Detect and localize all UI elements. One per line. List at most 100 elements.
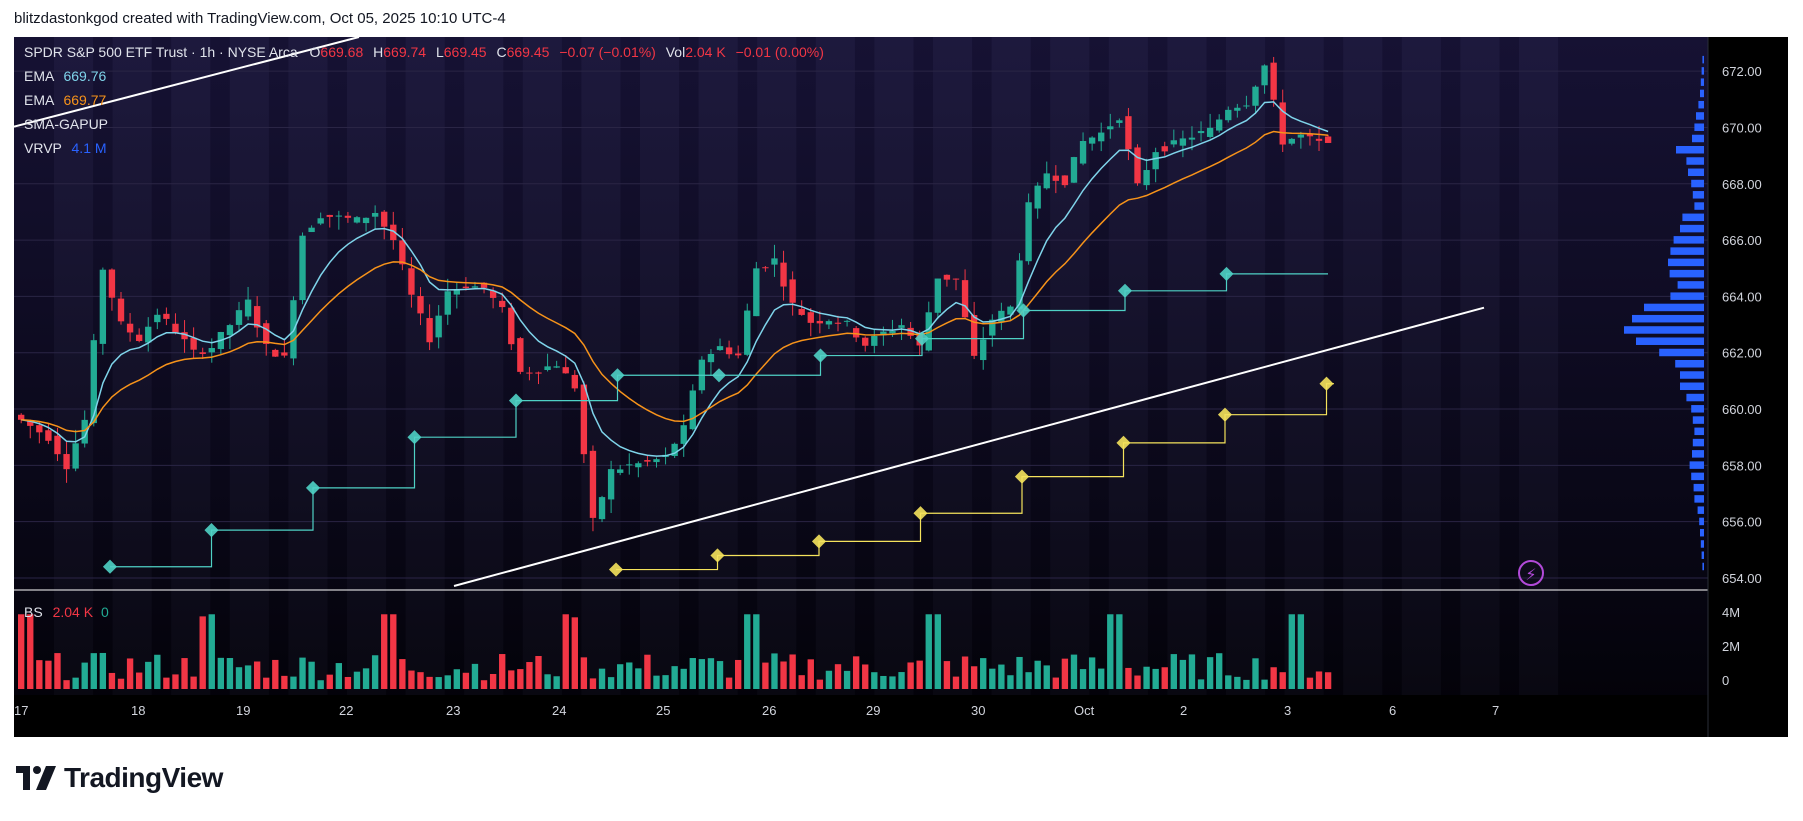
vrvp-bar: [1701, 551, 1704, 559]
candle-body: [1079, 140, 1087, 164]
time-tick-label: 23: [446, 703, 460, 718]
volume-bar: [1152, 668, 1159, 689]
candle-body: [471, 286, 479, 288]
legend-row-bs[interactable]: BS 2.04 K 0: [24, 604, 109, 620]
volume-bar: [181, 658, 188, 689]
vrvp-profile: [1624, 55, 1704, 571]
volume-bar: [744, 614, 751, 689]
candle-body: [108, 269, 116, 298]
vrvp-bar: [1700, 78, 1704, 86]
candle-body: [598, 497, 606, 520]
legend-bs-value1: 2.04 K: [52, 604, 94, 620]
volume-bar: [580, 657, 588, 689]
volume-bar: [163, 677, 170, 689]
volume-bar: [54, 653, 61, 689]
vrvp-bar: [1677, 281, 1704, 289]
vrvp-bar: [1692, 134, 1704, 143]
volume-bar: [190, 676, 197, 689]
volume-bar: [1216, 653, 1223, 689]
volume-bar: [535, 656, 542, 689]
candle-body: [961, 280, 969, 318]
candle-body: [353, 217, 361, 223]
volume-bar: [689, 658, 696, 689]
candle-body: [580, 384, 588, 455]
volume-bar: [780, 661, 787, 689]
price-tick-label: 658.00: [1722, 458, 1762, 473]
volume-bar: [880, 675, 887, 689]
chart-attribution: blitzdastonkgod created with TradingView…: [14, 10, 506, 27]
candle-body: [335, 215, 343, 217]
volume-bar: [226, 658, 234, 689]
volume-bar: [263, 677, 270, 689]
candle-body: [734, 353, 742, 356]
legend-row-ema1[interactable]: EMA 669.76: [24, 68, 106, 84]
vrvp-bar: [1670, 247, 1704, 255]
volume-bar: [1315, 671, 1323, 689]
candle-body: [707, 353, 715, 363]
lightning-icon[interactable]: ⚡: [1518, 560, 1544, 586]
vrvp-bar: [1700, 540, 1704, 548]
vrvp-bar: [1692, 450, 1704, 458]
volume-bar: [36, 660, 43, 689]
trendline-lower: [453, 306, 1485, 587]
candle-body: [1252, 86, 1259, 106]
vrvp-bar: [1692, 438, 1704, 447]
volume-bar: [980, 658, 987, 689]
candle-body: [871, 335, 878, 346]
volume-bar: [1261, 679, 1268, 689]
vrvp-bar: [1694, 202, 1704, 210]
volume-bar: [471, 663, 479, 689]
price-tick-label: 662.00: [1722, 346, 1762, 361]
legend-row-ema2[interactable]: EMA 669.77: [24, 92, 106, 108]
volume-bar: [871, 672, 878, 689]
candle-body: [1197, 131, 1205, 134]
volume-bar: [1197, 679, 1205, 689]
volume-bar: [326, 674, 333, 689]
candle-body: [90, 340, 97, 424]
legend-ema2-value: 669.77: [63, 92, 107, 108]
candle-body: [644, 460, 651, 462]
candle-body: [135, 334, 143, 341]
volume-bar: [989, 668, 996, 689]
price-tick-label: 666.00: [1722, 233, 1762, 248]
volume-bar: [371, 655, 379, 689]
volume-bar: [272, 659, 279, 689]
candle-body: [1061, 175, 1069, 186]
volume-bar: [126, 658, 134, 689]
candle-body: [789, 279, 796, 303]
candle-body: [1152, 152, 1159, 170]
volume-bar: [589, 678, 597, 689]
candle-body: [226, 325, 234, 336]
vrvp-bar: [1680, 371, 1704, 379]
chart-canvas[interactable]: 672.00 670.00 668.00 666.00 664.00 662.00 660.…: [14, 37, 1788, 743]
volume-bar: [172, 674, 179, 689]
candle-body: [771, 258, 778, 265]
volume-bar: [607, 677, 615, 689]
candle-body: [1070, 157, 1078, 183]
price-axis-bg: [1708, 37, 1788, 737]
legend-row-vrvp[interactable]: VRVP 4.1 M: [24, 140, 107, 156]
vrvp-bar: [1636, 337, 1704, 345]
legend-row-sma[interactable]: SMA-GAPUP: [24, 116, 108, 132]
legend-symbol[interactable]: SPDR S&P 500 ETF Trust · 1h · NYSE Arca: [24, 44, 298, 60]
vrvp-bar: [1692, 191, 1704, 199]
candle-body: [272, 349, 279, 357]
ema-fast-line: [21, 101, 1329, 457]
candle-body: [508, 307, 515, 345]
candle-body: [399, 240, 406, 265]
vrvp-bar: [1696, 112, 1704, 120]
volume-bar: [99, 652, 107, 689]
tv-logo-icon: [16, 766, 56, 790]
legend-ema1-value: 669.76: [63, 68, 107, 84]
volume-bars: [18, 614, 1332, 689]
volume-bar: [753, 614, 760, 689]
candle-body: [190, 337, 197, 350]
volume-bar: [45, 660, 52, 689]
volume-bar: [598, 668, 606, 689]
candle-body: [1034, 185, 1041, 209]
candle-body: [725, 347, 733, 355]
legend-vrvp-label: VRVP: [24, 140, 62, 156]
candle-body: [880, 331, 887, 336]
time-tick-label: 29: [866, 703, 880, 718]
tradingview-logo[interactable]: TradingView: [16, 762, 223, 794]
